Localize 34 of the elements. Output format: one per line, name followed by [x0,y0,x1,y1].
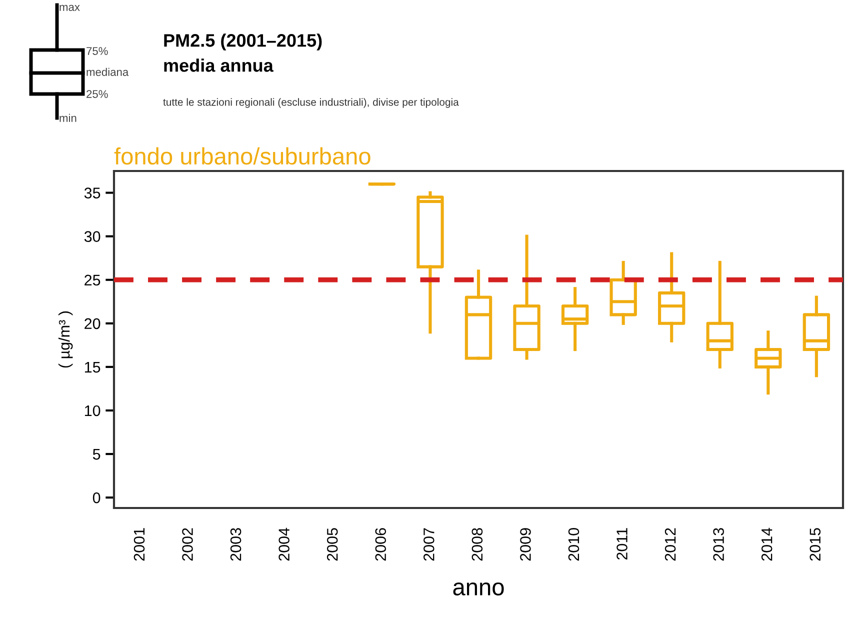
y-tick-label: 15 [84,362,100,373]
x-tick-label: 2013 [713,528,724,561]
text: min [60,114,76,122]
y-tick-label: 20 [84,318,100,330]
text: max [60,4,80,11]
y-tick-label: 30 [84,231,100,242]
text: tutte le stazioni regionali (escluse industriali), divise per tipologia [163,98,459,108]
x-tick-label: 2009 [520,528,531,561]
x-axis-title: anno [453,582,504,596]
x-tick-label: 2012 [664,528,676,561]
series-label: fondo urbano/suburbano [114,147,370,165]
x-tick-label: 2014 [761,528,772,561]
x-tick-label: 2002 [182,528,193,561]
x-tick-label: 2003 [230,528,242,561]
x-tick-label: 2010 [568,528,580,561]
x-tick-label: 2001 [134,528,145,561]
y-tick-label: 25 [84,274,100,286]
x-tick-label: 2006 [375,528,386,561]
chart-subtitle: media annua [164,58,274,72]
chart-title: PM2.5 (2001–2015) [164,34,322,50]
x-tick-label: 2005 [326,528,338,561]
text: mediana [86,68,129,76]
x-tick-label: 2015 [810,528,821,561]
y-tick-label: 10 [84,405,100,416]
x-tick-label: 2011 [616,528,628,560]
y-tick-label: 5 [92,449,100,460]
text: 75% [86,47,108,55]
x-tick-label: 2004 [278,528,290,561]
x-tick-label: 2008 [472,528,483,561]
text: 25% [86,90,108,98]
y-axis-title: ( µg/m³ ) [58,311,73,368]
y-tick-label: 35 [84,188,100,198]
y-tick-label: 0 [92,492,100,504]
x-tick-label: 2007 [424,528,434,561]
